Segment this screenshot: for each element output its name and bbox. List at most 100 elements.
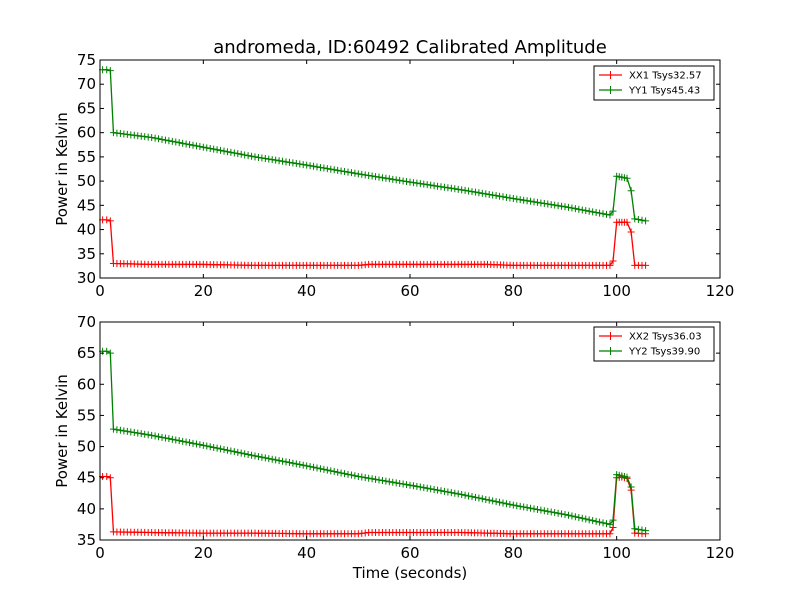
bottom-data-point [609,516,617,524]
top-x-tick-label: 20 [194,282,213,300]
bottom-data-point [248,451,256,459]
top-data-point [420,180,428,188]
top-y-tick-label: 35 [77,245,96,263]
bottom-data-point [599,519,607,527]
bottom-data-point [144,431,152,439]
bottom-data-point [509,501,517,509]
bottom-data-point [537,506,545,514]
top-data-point [158,135,166,143]
top-data-point [103,216,111,224]
bottom-data-point [137,430,145,438]
top-data-point [192,142,200,150]
top-data-point [347,169,355,177]
top-subplot: Power in Kelvin 0 20 40 60 80 100 120 30 35 40 45 5… [53,51,734,300]
top-data-point [520,196,528,204]
bottom-x-tick-label: 120 [706,544,735,562]
top-data-point [155,135,163,143]
bottom-data-point [382,477,390,485]
bottom-data-point [182,438,190,446]
bottom-data-point [127,428,135,436]
bottom-data-point [330,468,338,476]
top-data-point [251,153,259,161]
top-data-point [447,184,455,192]
top-data-point [458,186,466,194]
bottom-data-point [544,507,552,515]
bottom-data-point [337,469,345,477]
bottom-data-point [430,486,438,494]
top-plot-frame [99,59,721,279]
top-data-point [265,155,273,163]
bottom-data-point [406,481,414,489]
bottom-data-point [558,510,566,518]
bottom-legend: XX2 Tsys36.03 YY2 Tsys39.90 [593,326,715,362]
top-data-point [310,162,318,170]
bottom-data-point [254,453,262,461]
top-data-point [589,208,597,216]
top-x-tick-label: 120 [706,282,735,300]
top-data-point [210,145,218,153]
top-y-tick-label: 70 [77,75,96,93]
bottom-data-point [199,441,207,449]
bottom-data-point [303,462,311,470]
bottom-data-point [389,478,397,486]
bottom-y-axis-label: Power in Kelvin [53,374,71,488]
bottom-series-markers-0 [99,472,650,538]
bottom-y-tick-label: 65 [77,344,96,362]
top-data-point [578,206,586,214]
top-data-point [241,151,249,159]
top-data-point [303,161,311,169]
top-data-point [227,148,235,156]
top-data-point [261,155,269,163]
top-data-point [179,139,187,147]
bottom-data-point [299,461,307,469]
bottom-data-point [223,446,231,454]
top-data-point [186,141,194,149]
bottom-data-point [310,463,318,471]
bottom-data-point [186,439,194,447]
top-data-point [409,179,417,187]
bottom-y-tick-label: 60 [77,375,96,393]
top-data-point [527,197,535,205]
bottom-data-point [461,491,469,499]
bottom-data-point [285,459,293,467]
bottom-data-point [492,498,500,506]
top-data-point [358,170,366,178]
bottom-data-point [638,526,646,534]
top-data-point [272,156,280,164]
top-data-point [437,183,445,191]
bottom-data-point [602,520,610,528]
top-data-point [279,157,287,165]
bottom-data-point [120,427,128,435]
top-data-point [351,169,359,177]
top-data-point [161,136,169,144]
bottom-data-point [261,454,269,462]
top-data-point [196,143,204,151]
bottom-data-point [361,474,369,482]
top-data-point [444,184,452,192]
bottom-data-point [634,525,642,533]
bottom-data-point [203,442,211,450]
bottom-data-point [606,520,614,528]
bottom-data-point [471,493,479,501]
bottom-y-tick-label: 50 [77,438,96,456]
bottom-data-point [409,482,417,490]
bottom-data-point [609,524,617,532]
top-data-point [323,165,331,173]
bottom-data-point [631,525,639,533]
bottom-data-point [434,486,442,494]
bottom-data-point [296,461,304,469]
bottom-data-point [561,510,569,518]
top-x-tick-label: 100 [602,282,631,300]
bottom-data-point [175,437,183,445]
top-data-point [623,218,631,226]
bottom-data-point [547,508,555,516]
top-x-tick-label: 40 [297,282,316,300]
bottom-data-point [378,477,386,485]
top-y-tick-label: 65 [77,99,96,117]
bottom-data-point [323,466,331,474]
top-data-point [561,203,569,211]
top-y-tick-label: 75 [77,51,96,69]
top-data-point [392,176,400,184]
top-data-point [642,261,650,269]
top-legend-label-1: YY1 Tsys45.43 [628,86,700,97]
